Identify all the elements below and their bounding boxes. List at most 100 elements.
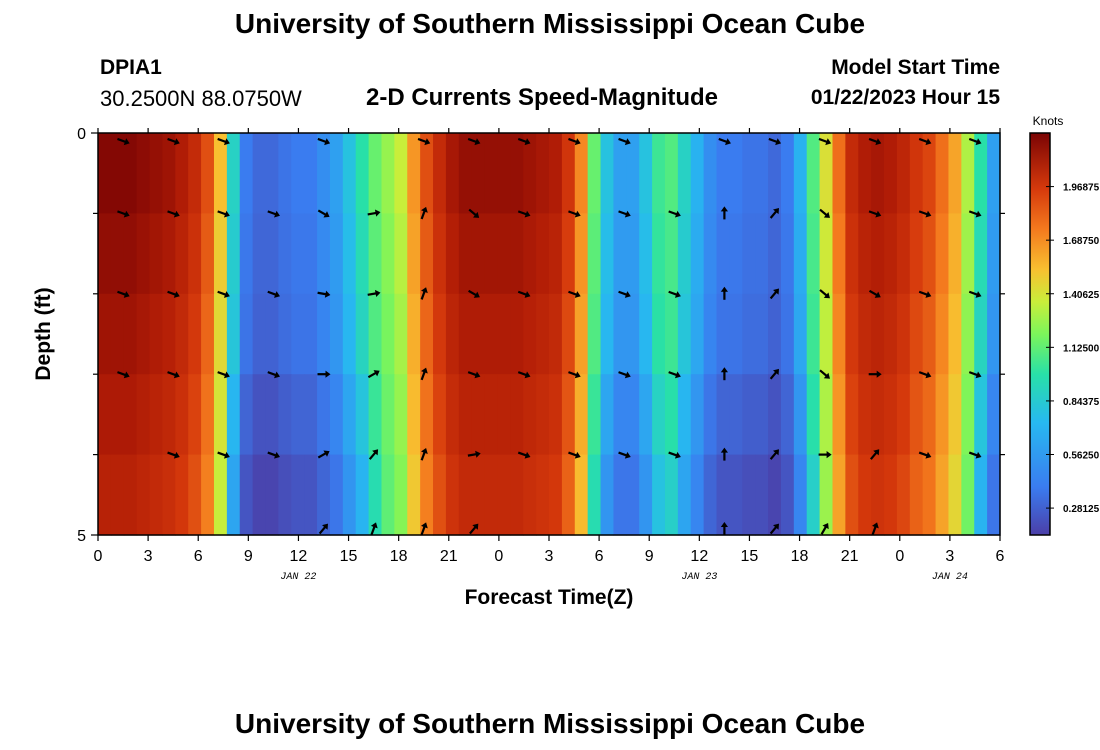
arrow-head [473,291,480,298]
heatmap-cell [239,213,254,295]
current-arrow [267,290,280,298]
heatmap-cell [884,454,898,536]
date-label: JAN 22 [280,572,316,583]
heatmap-cell [716,293,730,375]
heatmap-cell [291,213,305,295]
heatmap-cell [729,293,743,375]
heatmap-cell [304,293,318,375]
heatmap-cell [536,374,550,456]
heatmap-cell [961,213,975,295]
current-arrow [517,210,531,218]
heatmap-cell [626,133,640,214]
arrow-head [674,291,681,298]
heatmap-cell [613,133,627,214]
arrow-head [374,209,381,217]
heatmap-cell [497,213,511,295]
heatmap-cell [110,454,125,536]
heatmap-cell [768,454,782,536]
heatmap-cell [742,133,756,214]
heatmap-cell [574,213,589,295]
heatmap-cell [510,293,524,375]
heatmap-cell [523,374,537,456]
heatmap-cell [832,213,846,295]
heatmap-cell [226,213,241,295]
heatmap-cell [948,213,962,295]
heatmap-cell [664,213,679,295]
heatmap-cell [961,133,975,214]
heatmap-cell [935,133,950,214]
heatmap-cell [252,454,267,536]
heatmap-cell [471,454,486,536]
heatmap-cell [497,374,511,456]
current-arrow [968,451,982,459]
arrow-head [421,367,428,374]
heatmap-cell [896,293,911,375]
heatmap-cell [716,374,730,456]
heatmap-cell [536,133,550,214]
current-arrow [968,137,982,146]
heatmap-cell [587,133,602,214]
heatmap-cell [690,133,705,214]
heatmap-cell [755,454,769,536]
heatmap-cell [768,213,782,295]
heatmap-cell [394,293,408,375]
current-arrow [420,206,428,220]
x-tick-label: 12 [290,548,308,565]
heatmap-cell [136,133,151,214]
heatmap-cell [265,133,279,214]
heatmap-cell [793,374,808,456]
heatmap-cell [742,454,756,536]
current-arrow [217,210,230,218]
arrow-head [674,451,681,459]
heatmap-cell [213,454,228,536]
heatmap-cell [445,454,460,536]
current-arrow [467,137,481,146]
heatmap-cell [458,213,473,295]
heatmap-cell [136,213,151,295]
current-arrow [918,451,932,459]
heatmap-cell [136,454,151,536]
x-tick-label: 6 [194,548,203,565]
current-arrow [769,208,779,219]
current-arrow [420,367,428,381]
heatmap-cell [342,374,357,456]
heatmap-cell [574,454,589,536]
model-start-label: Model Start Time [831,56,1000,79]
current-arrow [568,137,581,146]
heatmap-cell [755,374,769,456]
arrow-head [674,210,681,218]
heatmap-cell [162,293,176,375]
heatmap-cell [639,374,653,456]
arrow-head [975,291,982,298]
heatmap-cell [342,213,357,295]
heatmap-cell [239,454,254,536]
heatmap-cell [613,293,627,375]
heatmap-cell [175,293,189,375]
heatmap-cell [561,293,576,375]
heatmap-cell [832,293,846,375]
current-arrow [517,290,531,298]
x-tick-label: 3 [545,548,554,565]
heatmap-cell [445,133,460,214]
arrow-head [975,451,982,459]
heatmap-cell [201,133,215,214]
heatmap-cell [407,213,421,295]
heatmap-cell [716,454,730,536]
x-tick-label: 6 [595,548,604,565]
heatmap-cell [304,374,318,456]
arrow-head [574,371,581,379]
heatmap-cell [407,293,421,375]
heatmap-cell [368,293,383,375]
heatmap-cell [574,374,589,456]
heatmap-cell [780,454,795,536]
heatmap-cell [239,293,254,375]
heatmap-cell [549,374,563,456]
heatmap-cell [561,454,576,536]
x-tick-label: 3 [945,548,954,565]
heatmap-cell [729,374,743,456]
current-arrow [468,208,480,218]
current-arrow [868,370,882,378]
heatmap-cell [458,374,473,456]
heatmap-cell [561,374,576,456]
heatmap-cell [162,133,176,214]
